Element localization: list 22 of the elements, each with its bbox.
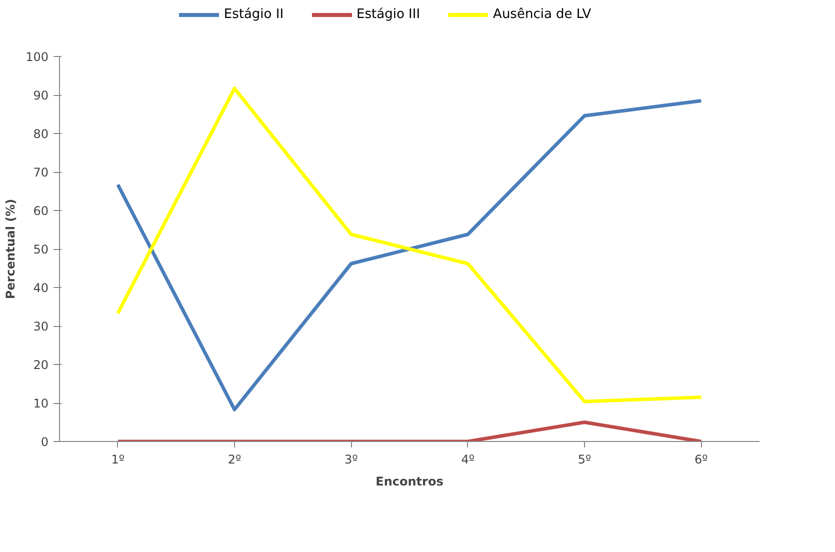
- y-tick-label: 20: [33, 358, 49, 372]
- legend-label: Estágio III: [356, 6, 420, 24]
- y-tick-label: 50: [33, 242, 49, 256]
- y-tick-label: 0: [40, 435, 49, 449]
- x-tick-label: 3º: [344, 452, 358, 466]
- y-tick-label: 90: [33, 88, 49, 102]
- y-tick-label: 80: [33, 127, 49, 141]
- legend-label: Estágio II: [224, 6, 284, 24]
- y-tick-label: 40: [33, 281, 49, 295]
- y-tick-label: 30: [33, 320, 49, 334]
- y-tick-label: 70: [33, 166, 49, 180]
- y-tick-label: 60: [33, 204, 49, 218]
- x-tick-label: 1º: [111, 452, 125, 466]
- x-tick-label: 4º: [461, 452, 475, 466]
- y-tick-label: 100: [26, 50, 48, 64]
- x-tick-label: 5º: [578, 452, 592, 466]
- x-tick-label: 6º: [694, 452, 708, 466]
- x-tick-label: 2º: [228, 452, 242, 466]
- legend-label: Ausência de LV: [493, 6, 592, 24]
- y-tick-label: 10: [33, 396, 49, 410]
- y-axis-title: Percentual (%): [4, 198, 18, 300]
- x-axis-title: Encontros: [376, 474, 444, 488]
